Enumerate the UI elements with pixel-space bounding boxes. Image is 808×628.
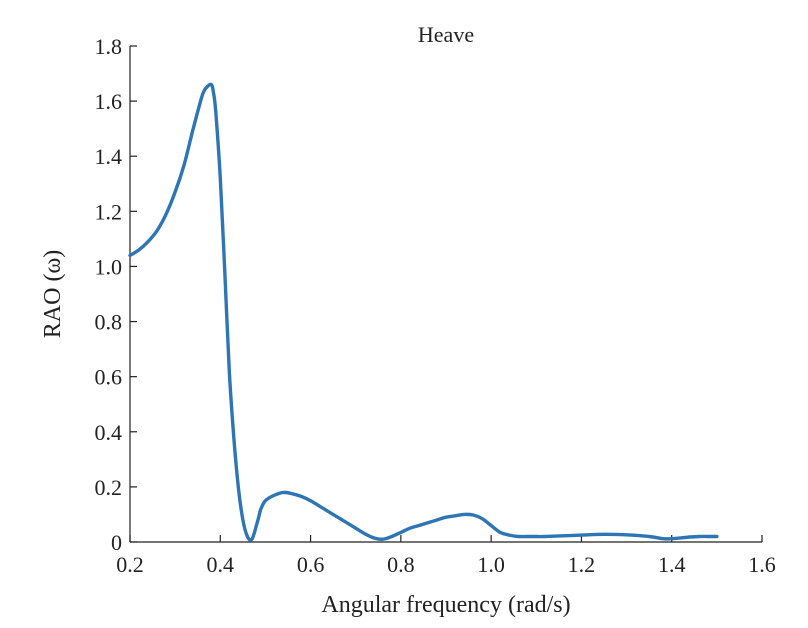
y-tick-label: 1.0 [95,254,123,279]
x-tick-label: 1.0 [477,552,505,577]
axes [129,46,762,543]
x-tick-label: 0.8 [387,552,415,577]
y-tick-label: 0 [111,530,122,555]
y-tick-label: 1.4 [95,144,123,169]
series-line-0 [128,82,719,542]
y-tick-label: 0.4 [95,420,123,445]
y-tick-label: 1.2 [95,199,123,224]
y-tick-label: 0.6 [95,365,123,390]
x-tick-label: 1.6 [748,552,776,577]
plot-area [128,82,719,542]
x-tick-label: 1.2 [568,552,596,577]
y-tick-label: 0.8 [95,310,123,335]
y-axis-ticks: 0 0.2 0.4 0.6 0.8 1.0 1.2 1.4 1.6 1.8 [95,34,137,555]
x-axis-label: Angular frequency (rad/s) [321,592,570,618]
y-tick-label: 1.8 [95,34,123,59]
y-tick-label: 1.6 [95,89,123,114]
x-tick-label: 1.4 [658,552,686,577]
x-axis-ticks: 0.2 0.4 0.6 0.8 1.0 1.2 1.4 1.6 [116,535,776,577]
x-tick-label: 0.2 [116,552,144,577]
x-tick-label: 0.4 [207,552,235,577]
chart-title: Heave [418,22,474,47]
y-axis-label: RAO (ω) [40,250,66,338]
x-tick-label: 0.6 [297,552,325,577]
y-tick-label: 0.2 [95,475,123,500]
